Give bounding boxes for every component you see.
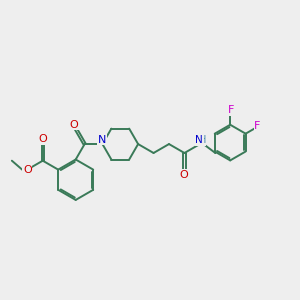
Text: F: F	[228, 105, 234, 115]
Text: O: O	[180, 170, 188, 180]
Text: O: O	[23, 165, 32, 175]
Text: O: O	[70, 120, 79, 130]
Text: N: N	[195, 135, 203, 145]
Text: H: H	[199, 135, 206, 145]
Text: F: F	[254, 121, 260, 131]
Text: O: O	[38, 134, 47, 144]
Text: N: N	[98, 135, 106, 145]
